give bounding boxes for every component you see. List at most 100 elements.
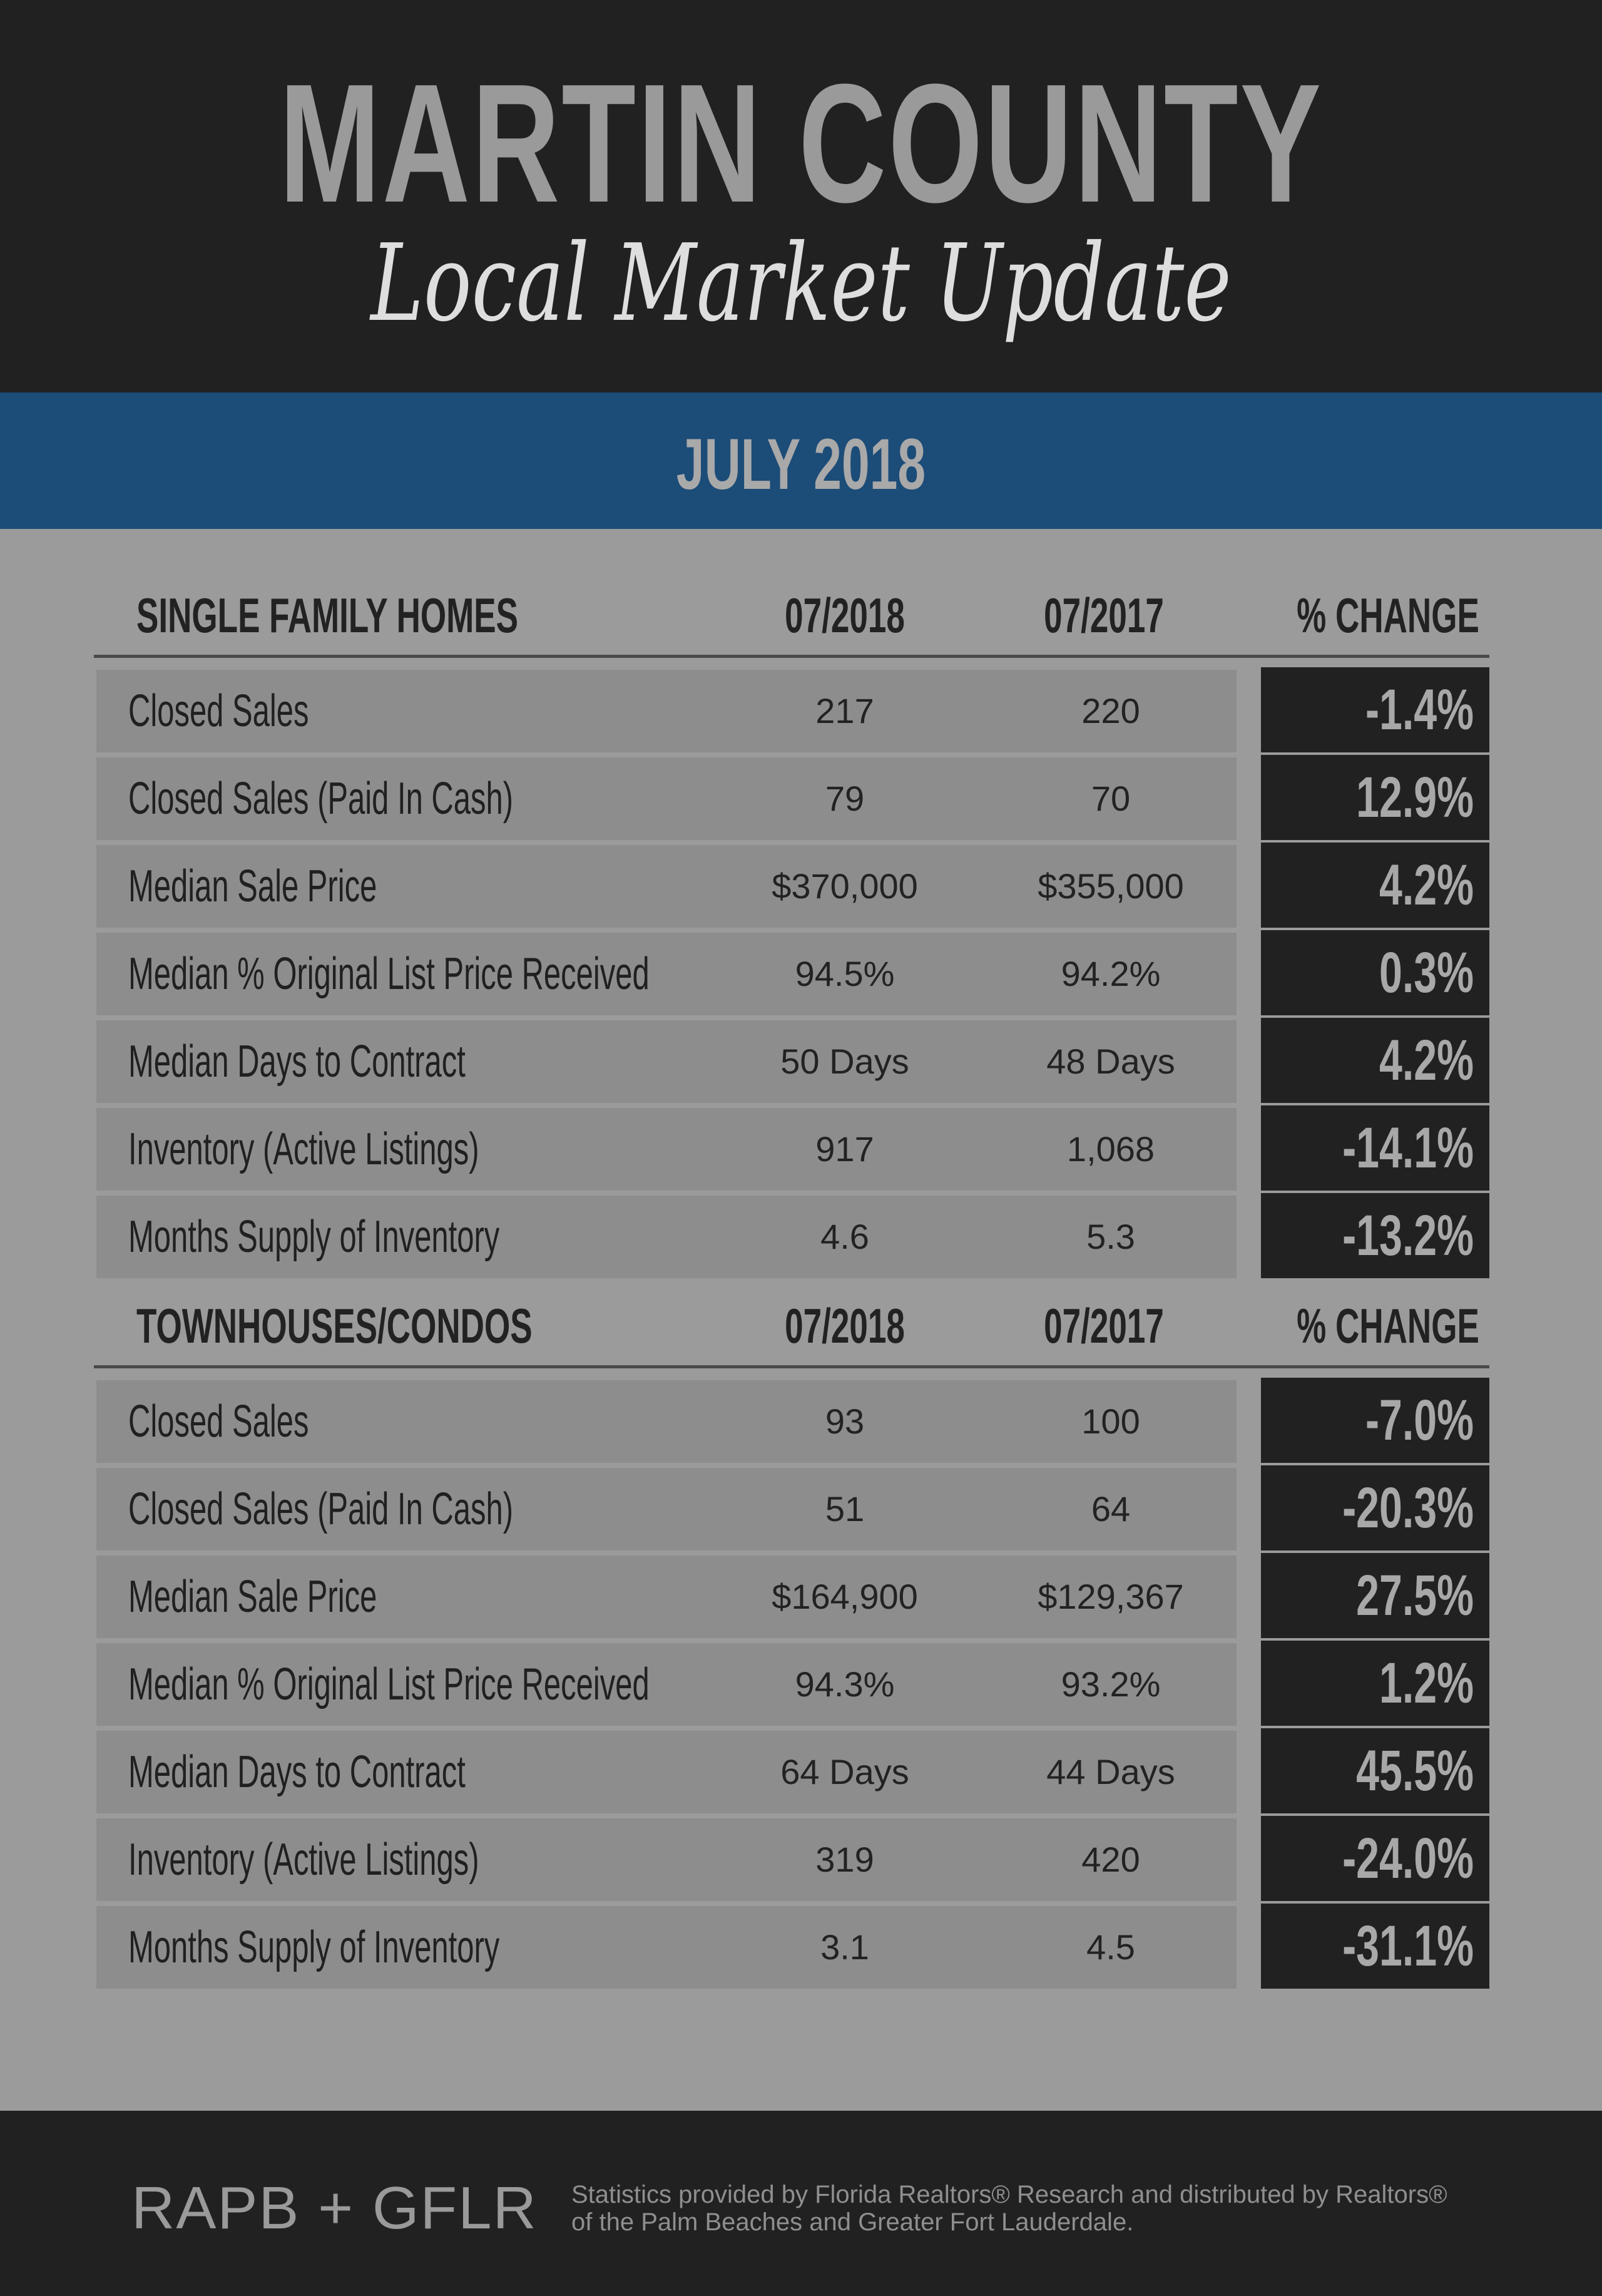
percent-change: 1.2% — [1379, 1651, 1474, 1715]
metric-label: Median Sale Price — [128, 861, 377, 911]
column-header-2018: 07/2018 — [785, 1298, 905, 1353]
column-header-2018: 07/2018 — [785, 588, 905, 643]
value-2017: 5.3 — [1086, 1217, 1135, 1256]
table-row: Median Days to Contract 64 Days 44 Days … — [0, 1728, 1602, 1816]
value-2018: 64 Days — [780, 1752, 909, 1791]
change-background — [1261, 1641, 1489, 1726]
row-background — [96, 933, 1237, 1015]
change-background — [1261, 1105, 1489, 1191]
metric-label: Median % Original List Price Received — [128, 949, 650, 999]
value-2018: 917 — [815, 1129, 874, 1169]
value-2017: 4.5 — [1086, 1927, 1135, 1967]
percent-change: -31.1% — [1342, 1914, 1474, 1978]
value-2017: $129,367 — [1038, 1577, 1184, 1616]
percent-change: 0.3% — [1379, 941, 1474, 1005]
metric-label: Closed Sales — [128, 1397, 309, 1447]
change-background — [1261, 1728, 1489, 1813]
townhouses-condos-section: TOWNHOUSES/CONDOS 07/2018 07/2017 % CHAN… — [0, 1291, 1602, 1989]
value-2018: 50 Days — [780, 1042, 909, 1081]
table-row: Median Sale Price $370,000 $355,000 4.2% — [0, 843, 1602, 930]
row-background — [96, 1906, 1237, 1989]
table-row: Months Supply of Inventory 4.6 5.3 -13.2… — [0, 1193, 1602, 1281]
row-background — [96, 845, 1237, 928]
section-title: SINGLE FAMILY HOMES — [136, 588, 519, 643]
section-title: TOWNHOUSES/CONDOS — [136, 1298, 533, 1353]
table-row: Median % Original List Price Received 94… — [0, 930, 1602, 1018]
value-2017: 94.2% — [1061, 954, 1161, 993]
row-background — [96, 1643, 1237, 1726]
change-background — [1261, 1378, 1489, 1463]
row-background — [96, 1468, 1237, 1550]
header: MARTIN COUNTY Local Market Update — [0, 0, 1602, 392]
change-background — [1261, 1904, 1489, 1989]
table-row: Inventory (Active Listings) 917 1,068 -1… — [0, 1105, 1602, 1193]
page-subtitle: Local Market Update — [370, 222, 1232, 346]
logo: RAPB + GFLR — [131, 2175, 538, 2242]
metric-label: Closed Sales — [128, 686, 309, 736]
page-title: MARTIN COUNTY — [278, 49, 1324, 238]
metric-label: Median Days to Contract — [128, 1037, 466, 1087]
metric-label: Median Sale Price — [128, 1572, 377, 1622]
change-background — [1261, 1553, 1489, 1638]
period-band — [0, 392, 1602, 529]
value-2017: 100 — [1081, 1402, 1140, 1441]
metric-label: Median Days to Contract — [128, 1747, 466, 1797]
value-2018: 94.5% — [795, 954, 895, 993]
table-row: Inventory (Active Listings) 319 420 -24.… — [0, 1816, 1602, 1904]
value-2018: 51 — [825, 1489, 865, 1529]
value-2018: 217 — [815, 691, 874, 730]
row-background — [96, 1818, 1237, 1901]
metric-label: Median % Original List Price Received — [128, 1659, 650, 1709]
row-background — [96, 757, 1237, 840]
percent-change: 27.5% — [1356, 1564, 1474, 1627]
change-background — [1261, 1816, 1489, 1901]
percent-change: -1.4% — [1365, 678, 1474, 742]
metric-label: Inventory (Active Listings) — [128, 1835, 479, 1885]
value-2018: 319 — [815, 1840, 874, 1879]
value-2017: 220 — [1081, 691, 1140, 730]
value-2018: $370,000 — [772, 866, 918, 906]
row-background — [96, 1020, 1237, 1103]
percent-change: -14.1% — [1342, 1116, 1474, 1180]
percent-change: 4.2% — [1379, 1028, 1474, 1092]
metric-label: Inventory (Active Listings) — [128, 1124, 479, 1174]
percent-change: -7.0% — [1365, 1388, 1474, 1452]
row-background — [96, 670, 1237, 752]
table-row: Median % Original List Price Received 94… — [0, 1641, 1602, 1728]
row-background — [96, 1108, 1237, 1191]
single-family-section: SINGLE FAMILY HOMES 07/2018 07/2017 % CH… — [0, 581, 1602, 1278]
table-row: Closed Sales (Paid In Cash) 51 64 -20.3% — [0, 1465, 1602, 1553]
percent-change: -20.3% — [1342, 1476, 1474, 1540]
row-background — [96, 1731, 1237, 1813]
table-row: Closed Sales (Paid In Cash) 79 70 12.9% — [0, 755, 1602, 843]
change-background — [1261, 1193, 1489, 1278]
value-2017: 70 — [1091, 779, 1131, 818]
change-background — [1261, 1465, 1489, 1550]
column-header-change: % CHANGE — [1297, 1298, 1479, 1353]
column-header-2017: 07/2017 — [1044, 588, 1164, 643]
percent-change: 12.9% — [1356, 766, 1474, 829]
value-2017: 93.2% — [1061, 1664, 1161, 1704]
value-2017: 1,068 — [1066, 1129, 1155, 1169]
header-divider — [94, 1365, 1489, 1368]
value-2018: $164,900 — [772, 1577, 918, 1616]
value-2018: 3.1 — [820, 1927, 869, 1967]
period-label: JULY 2018 — [676, 424, 926, 505]
row-background — [96, 1555, 1237, 1638]
section-header: TOWNHOUSES/CONDOS 07/2018 07/2017 % CHAN… — [0, 1291, 1602, 1360]
table-row: Months Supply of Inventory 3.1 4.5 -31.1… — [0, 1904, 1602, 1991]
percent-change: -13.2% — [1342, 1204, 1474, 1268]
value-2017: 48 Days — [1046, 1042, 1175, 1081]
header-divider — [94, 655, 1489, 658]
value-2017: 44 Days — [1046, 1752, 1175, 1791]
change-background — [1261, 843, 1489, 928]
footer: RAPB + GFLR Statistics provided by Flori… — [0, 2111, 1602, 2296]
column-header-change: % CHANGE — [1297, 588, 1479, 643]
value-2018: 94.3% — [795, 1664, 895, 1704]
metric-label: Months Supply of Inventory — [128, 1212, 500, 1262]
value-2018: 79 — [825, 779, 865, 818]
row-background — [96, 1380, 1237, 1463]
table-row: Closed Sales 93 100 -7.0% — [0, 1378, 1602, 1465]
percent-change: 4.2% — [1379, 853, 1474, 917]
metric-label: Closed Sales (Paid In Cash) — [128, 774, 514, 824]
